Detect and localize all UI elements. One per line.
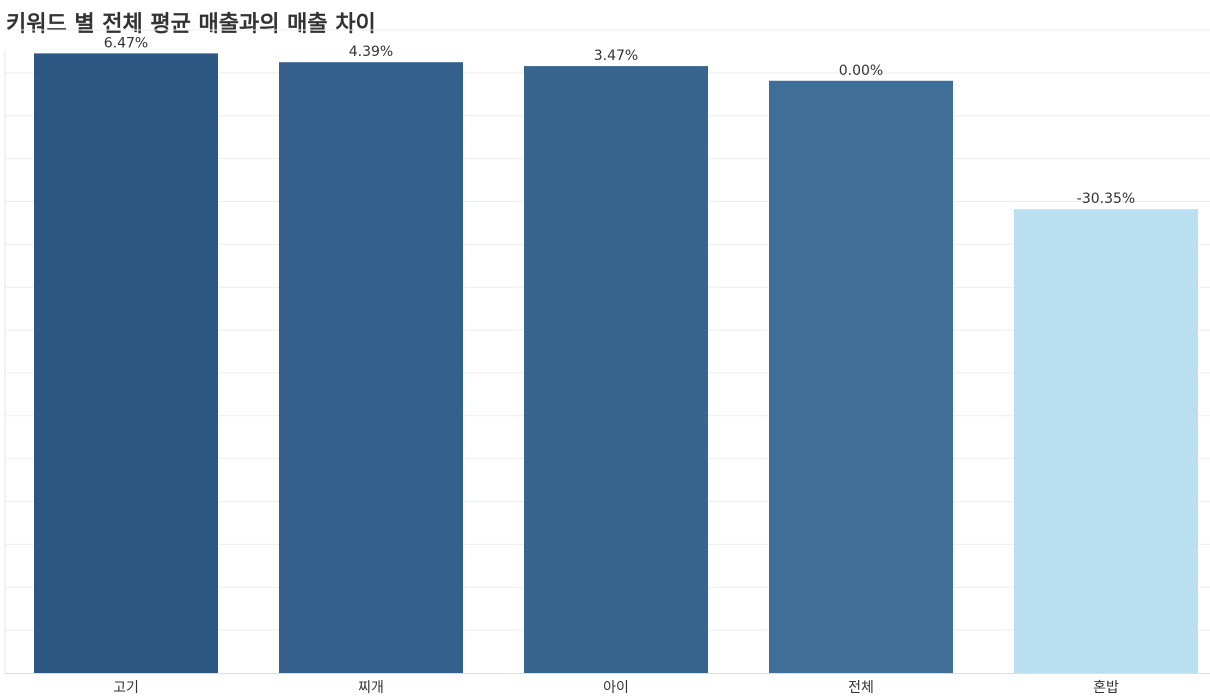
data-label: 0.00% — [839, 63, 883, 79]
x-tick-label: 아이 — [603, 680, 629, 696]
data-label: 3.47% — [594, 48, 638, 64]
data-label: 6.47% — [104, 35, 148, 51]
x-tick-label: 전체 — [848, 680, 874, 696]
bars — [34, 53, 1198, 673]
data-label: -30.35% — [1077, 191, 1135, 207]
x-axis: 고기 찌개 아이 전체 혼밥 — [113, 680, 1119, 696]
data-labels: 6.47% 4.39% 3.47% 0.00% -30.35% — [104, 35, 1135, 207]
bar-5[interactable] — [1014, 209, 1198, 673]
x-tick-label: 찌개 — [358, 680, 384, 696]
chart-title: 키워드 별 전체 평균 매출과의 매출 차이 — [6, 12, 376, 37]
bar-4[interactable] — [769, 80, 953, 673]
bar-3[interactable] — [524, 66, 708, 673]
x-tick-label: 고기 — [113, 680, 139, 696]
x-tick-label: 혼밥 — [1093, 680, 1119, 696]
data-label: 4.39% — [349, 44, 393, 60]
bar-2[interactable] — [279, 62, 463, 673]
bar-1[interactable] — [34, 53, 218, 673]
